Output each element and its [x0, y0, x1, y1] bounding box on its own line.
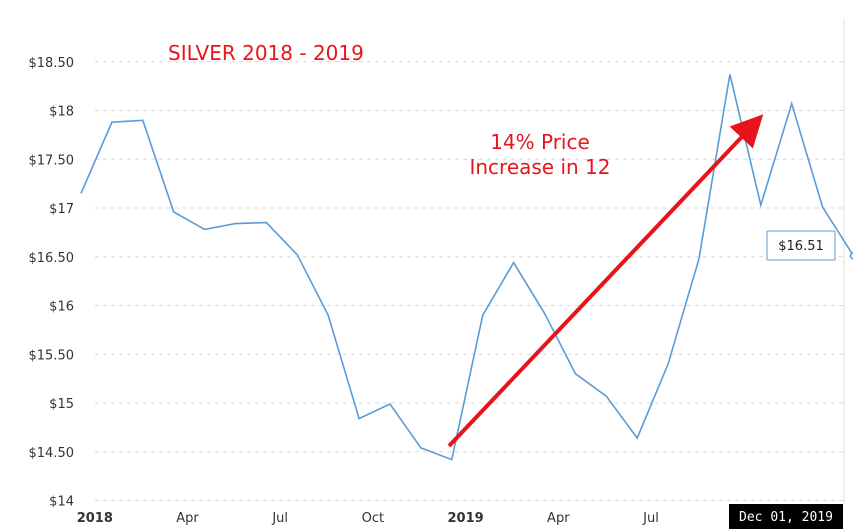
x-tick-label: Jul: [271, 511, 288, 526]
y-tick-label: $17.50: [29, 153, 75, 168]
y-tick-label: $18: [49, 105, 74, 120]
annotation-arrow: [447, 114, 764, 448]
x-tick-label: Apr: [547, 511, 570, 526]
y-tick-label: $15.50: [29, 348, 75, 363]
annotation-line-1: 14% Price: [490, 130, 590, 154]
y-tick-label: $15: [49, 397, 74, 412]
crosshair-date-text: Dec 01, 2019: [739, 510, 833, 525]
series-layer: [80, 74, 853, 461]
x-tick-label: Jul: [642, 511, 659, 526]
x-tick-label: 2018: [77, 511, 113, 526]
y-tick-label: $14.50: [29, 446, 75, 461]
price-increase-arrow: [447, 114, 764, 448]
annotation-line-2: Increase in 12: [469, 155, 610, 179]
crosshair-date-label: Dec 01, 2019: [729, 504, 843, 529]
hover-point-marker: [849, 252, 853, 260]
crosshair-date-box: [729, 504, 843, 529]
x-tick-label: Oct: [362, 511, 384, 526]
y-tick-label: $16.50: [29, 251, 75, 266]
series-line: [80, 74, 853, 461]
tooltip-box: [766, 230, 836, 261]
x-tick-label: 2019: [448, 511, 484, 526]
y-tick-label: $14: [49, 495, 74, 510]
grid-lines: [95, 61, 844, 501]
y-tick-label: $18.50: [29, 56, 75, 71]
tooltip: $16.51: [766, 230, 836, 261]
tooltip-value: $16.51: [778, 239, 824, 254]
x-axis-ticks: 2018 Apr Jul Oct 2019 Apr Jul: [77, 511, 659, 526]
x-tick-label: Apr: [176, 511, 199, 526]
chart-title: SILVER 2018 - 2019: [168, 41, 364, 65]
y-tick-label: $17: [49, 202, 74, 217]
y-axis-ticks: $14 $14.50 $15 $15.50 $16 $16.50 $17 $17.50 $18 $…: [29, 56, 75, 510]
y-tick-label: $16: [49, 300, 74, 315]
